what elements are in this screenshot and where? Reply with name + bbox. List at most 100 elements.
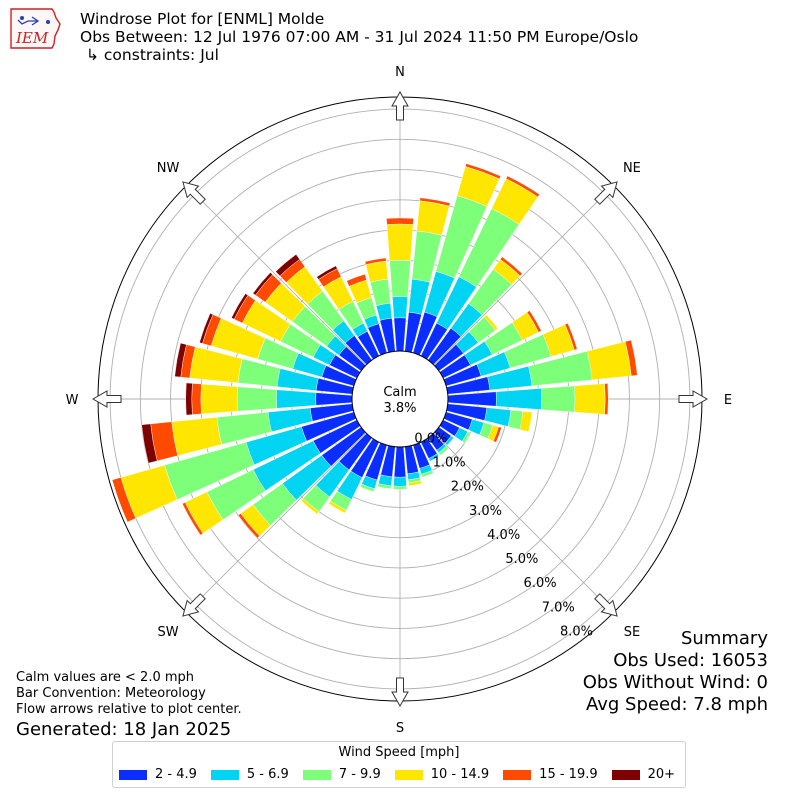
windrose-bar-segment xyxy=(275,254,300,277)
legend-title: Wind Speed [mph] xyxy=(338,745,460,760)
windrose-bar-segment xyxy=(393,317,407,352)
flow-arrow-icon xyxy=(594,181,618,205)
windrose-bar-segment xyxy=(328,500,347,514)
logo-lettering: IEM xyxy=(15,29,49,47)
windrose-bar-segment xyxy=(236,386,277,412)
legend-swatch xyxy=(503,769,532,780)
windrose-bar-segment xyxy=(252,272,273,296)
legend-swatch xyxy=(119,769,147,780)
windrose-bar-segment xyxy=(444,435,454,446)
windrose-bar-segment xyxy=(182,502,204,536)
radial-tick-label: 5.0% xyxy=(505,552,538,567)
grid-spoke xyxy=(433,185,614,366)
grid-spoke xyxy=(433,432,614,613)
direction-label: NW xyxy=(157,161,180,176)
windrose-bar-segment xyxy=(519,411,533,433)
summary-obs-used: Obs Used: 16053 xyxy=(613,650,768,671)
legend-label: 15 - 19.9 xyxy=(539,767,598,782)
grid-spoke xyxy=(186,185,367,366)
legend-item: 2 - 4.9 xyxy=(119,767,197,782)
notes-block: Calm values are < 2.0 mph Bar Convention… xyxy=(16,670,242,718)
grid-spoke xyxy=(186,432,367,613)
windrose-bar-segment xyxy=(300,497,320,515)
windrose-bar-segment xyxy=(375,302,393,321)
windrose-bar-segment xyxy=(360,483,375,493)
windrose-bar-segment xyxy=(493,426,502,443)
note-bar-convention: Bar Convention: Meteorology xyxy=(16,686,206,701)
legend-label: 5 - 6.9 xyxy=(246,767,289,782)
radial-tick-label: 7.0% xyxy=(542,600,575,615)
windrose-bar-segment xyxy=(200,383,238,415)
flow-arrow-icon xyxy=(182,593,206,617)
legend-label: 20+ xyxy=(647,767,676,782)
direction-label: E xyxy=(724,393,732,408)
radial-tick-label: 1.0% xyxy=(433,455,466,470)
chart-title: Windrose Plot for [ENML] Molde xyxy=(80,10,325,28)
radial-tick-label: 8.0% xyxy=(560,625,593,640)
radial-tick-label: 3.0% xyxy=(469,504,502,519)
flow-arrows xyxy=(91,90,709,708)
radial-tick-label: 6.0% xyxy=(524,576,557,591)
direction-label: SW xyxy=(158,625,179,640)
radial-tick-label: 4.0% xyxy=(487,528,520,543)
flow-arrow-icon xyxy=(678,390,709,408)
windrose-bar-segment xyxy=(586,341,632,381)
summary-avg-speed: Avg Speed: 7.8 mph xyxy=(586,694,768,715)
windrose-bar-segment xyxy=(199,313,214,344)
windrose-bar-segment xyxy=(505,175,540,198)
direction-label: S xyxy=(396,721,404,736)
legend-label: 2 - 4.9 xyxy=(155,767,197,782)
windrose-bar-segment xyxy=(111,477,137,523)
summary-obs-without-wind: Obs Without Wind: 0 xyxy=(582,672,768,693)
windrose-bar-segment xyxy=(419,197,451,207)
windrose-bar-segment xyxy=(408,480,422,487)
legend-items: 2 - 4.9 5 - 6.9 7 - 9.9 10 - 14.9 15 - 19.9 2… xyxy=(119,767,675,782)
legend-item: 5 - 6.9 xyxy=(210,767,289,782)
windrose-bar-segment xyxy=(386,217,414,225)
windrose-bar-segment xyxy=(461,431,471,444)
windrose-bar-segment xyxy=(438,446,449,456)
calm-hole xyxy=(351,350,449,448)
windrose-bar-segment xyxy=(393,485,407,490)
radial-tick-labels: 0.0% 1.0% 2.0% 3.0% 4.0% 5.0% 6.0% 7.0% 8.0% xyxy=(414,431,593,639)
windrose-bar-segment xyxy=(389,260,411,298)
windrose-bar-segment xyxy=(604,383,609,415)
title-block: Windrose Plot for [ENML] Molde Obs Betwe… xyxy=(80,10,638,64)
windrose-bar-segment xyxy=(420,470,434,478)
flow-arrow-icon xyxy=(594,593,618,617)
windrose-bar-segment xyxy=(141,423,158,464)
windrose-bar-segment xyxy=(465,163,501,180)
windrose-bar-segment xyxy=(174,342,187,378)
legend-swatch xyxy=(394,769,423,780)
direction-label: SE xyxy=(624,625,640,640)
flow-arrow-icon xyxy=(391,90,409,121)
chart-subtitle: Obs Between: 12 Jul 1976 07:00 AM - 31 J… xyxy=(80,28,639,46)
legend-item: 10 - 14.9 xyxy=(394,767,490,782)
windrose-bar-segment xyxy=(483,314,499,331)
windrose-bar-segment xyxy=(495,388,542,410)
calm-label: Calm xyxy=(383,385,416,400)
windrose-bar-segment xyxy=(625,339,638,377)
windrose-bar-segment xyxy=(377,483,392,490)
windrose-bar-segment xyxy=(185,382,193,416)
summary-heading: Summary xyxy=(681,628,768,649)
windrose-bar-segment xyxy=(564,322,578,351)
note-calm: Calm values are < 2.0 mph xyxy=(16,670,195,685)
windrose-bar-segment xyxy=(574,383,606,415)
flow-arrow-icon xyxy=(182,181,206,205)
windrose-bar-segment xyxy=(365,260,389,283)
legend-label: 10 - 14.9 xyxy=(430,767,490,782)
windrose-bar-segment xyxy=(316,265,338,280)
windrose-bar-segment xyxy=(447,391,497,407)
windrose-bar-segment xyxy=(416,200,450,236)
legend-item: 7 - 9.9 xyxy=(302,767,381,782)
legend-item: 20+ xyxy=(611,767,676,782)
windrose-bars xyxy=(111,163,638,539)
iem-logo: IEM xyxy=(8,6,64,50)
calm-value: 3.8% xyxy=(383,401,416,416)
windrose-bar-segment xyxy=(393,476,407,487)
note-flow-arrows: Flow arrows relative to plot center. xyxy=(16,702,242,717)
legend-label: 7 - 9.9 xyxy=(338,767,381,782)
legend-item: 15 - 19.9 xyxy=(503,767,598,782)
